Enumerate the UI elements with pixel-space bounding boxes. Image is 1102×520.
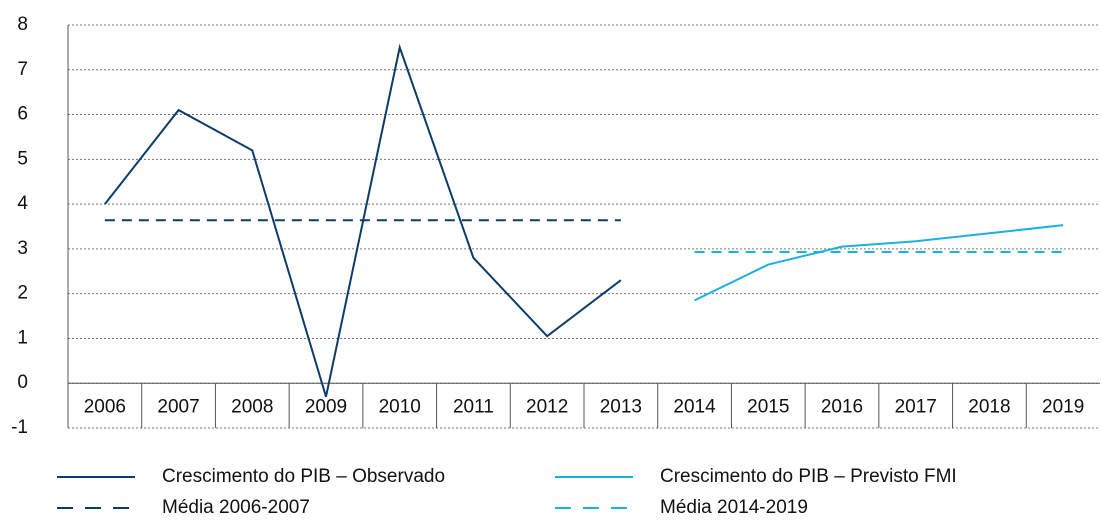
series-line	[694, 224, 1064, 302]
y-tick-label: 0	[17, 372, 28, 393]
y-tick-label: 8	[17, 14, 28, 35]
series-line	[104, 43, 622, 397]
x-tick-label: 2013	[600, 397, 642, 418]
x-tick-label: 2018	[968, 397, 1010, 418]
y-tick-label: 6	[17, 104, 28, 125]
y-tick-label: 4	[17, 193, 28, 214]
y-tick-label: 1	[17, 327, 28, 348]
x-tick-label: 2007	[157, 397, 199, 418]
y-tick-label: 5	[17, 148, 28, 169]
legend-label: Média 2006-2007	[162, 497, 310, 518]
legend-label: Média 2014-2019	[660, 497, 808, 518]
x-tick-label: 2010	[379, 397, 421, 418]
legend-label: Crescimento do PIB – Observado	[162, 466, 445, 487]
y-tick-label: 2	[17, 283, 28, 304]
x-tick-label: 2017	[895, 397, 937, 418]
x-tick-label: 2014	[673, 397, 716, 418]
legend-label: Crescimento do PIB – Previsto FMI	[660, 466, 957, 487]
y-tick-label: 3	[17, 238, 28, 259]
x-tick-label: 2008	[231, 397, 273, 418]
x-tick-label: 2009	[305, 397, 347, 418]
y-tick-label: -1	[11, 417, 28, 438]
x-tick-label: 2006	[84, 397, 126, 418]
x-tick-label: 2019	[1042, 397, 1084, 418]
x-tick-label: 2011	[453, 397, 494, 418]
y-tick-label: 7	[17, 59, 28, 80]
x-tick-label: 2016	[821, 397, 863, 418]
x-tick-label: 2012	[526, 397, 568, 418]
x-tick-label: 2015	[747, 397, 789, 418]
